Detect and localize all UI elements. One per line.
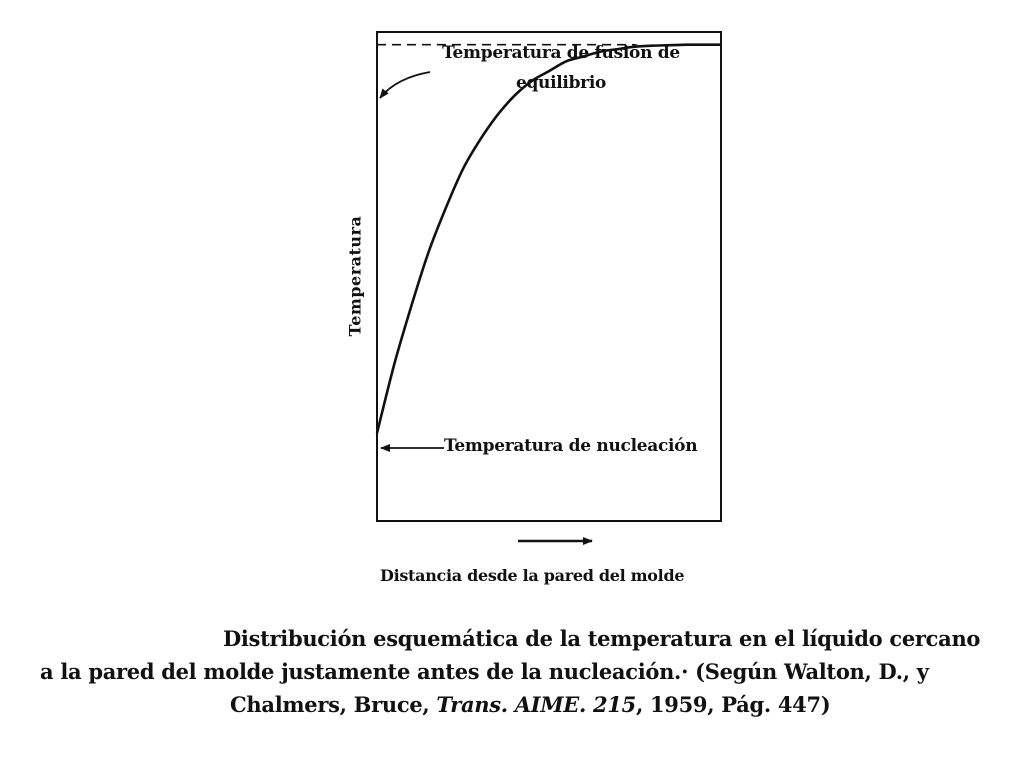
caption-journal-ref: Trans. AIME. 215 <box>436 692 636 717</box>
caption-line-3-post: , 1959, Pág. 447) <box>635 692 831 717</box>
temperature-curve <box>375 43 721 434</box>
melt-annotation-line2: equilibrio <box>515 73 607 93</box>
melt-annotation-line1: Temperatura de fusión de <box>442 43 680 63</box>
figure-caption: Distribución esquemática de la temperatu… <box>40 622 1015 721</box>
nucleation-temperature-annotation: Temperatura de nucleación <box>444 436 698 456</box>
melt-annotation-arrow <box>379 71 431 99</box>
y-axis-label: Temperatura <box>345 215 365 337</box>
caption-line-3: Chalmers, Bruce, Trans. AIME. 215, 1959,… <box>40 688 1015 721</box>
melt-temperature-annotation: Temperatura de fusión de equilibrio <box>427 38 695 98</box>
caption-line-1: Distribución esquemática de la temperatu… <box>223 626 981 651</box>
caption-line-2: a la pared del molde justamente antes de… <box>40 659 929 684</box>
plot-frame <box>376 31 722 522</box>
caption-line-3-pre: Chalmers, Bruce, <box>230 692 437 717</box>
x-axis-label: Distancia desde la pared del molde <box>380 566 685 585</box>
series-layer <box>375 43 721 434</box>
